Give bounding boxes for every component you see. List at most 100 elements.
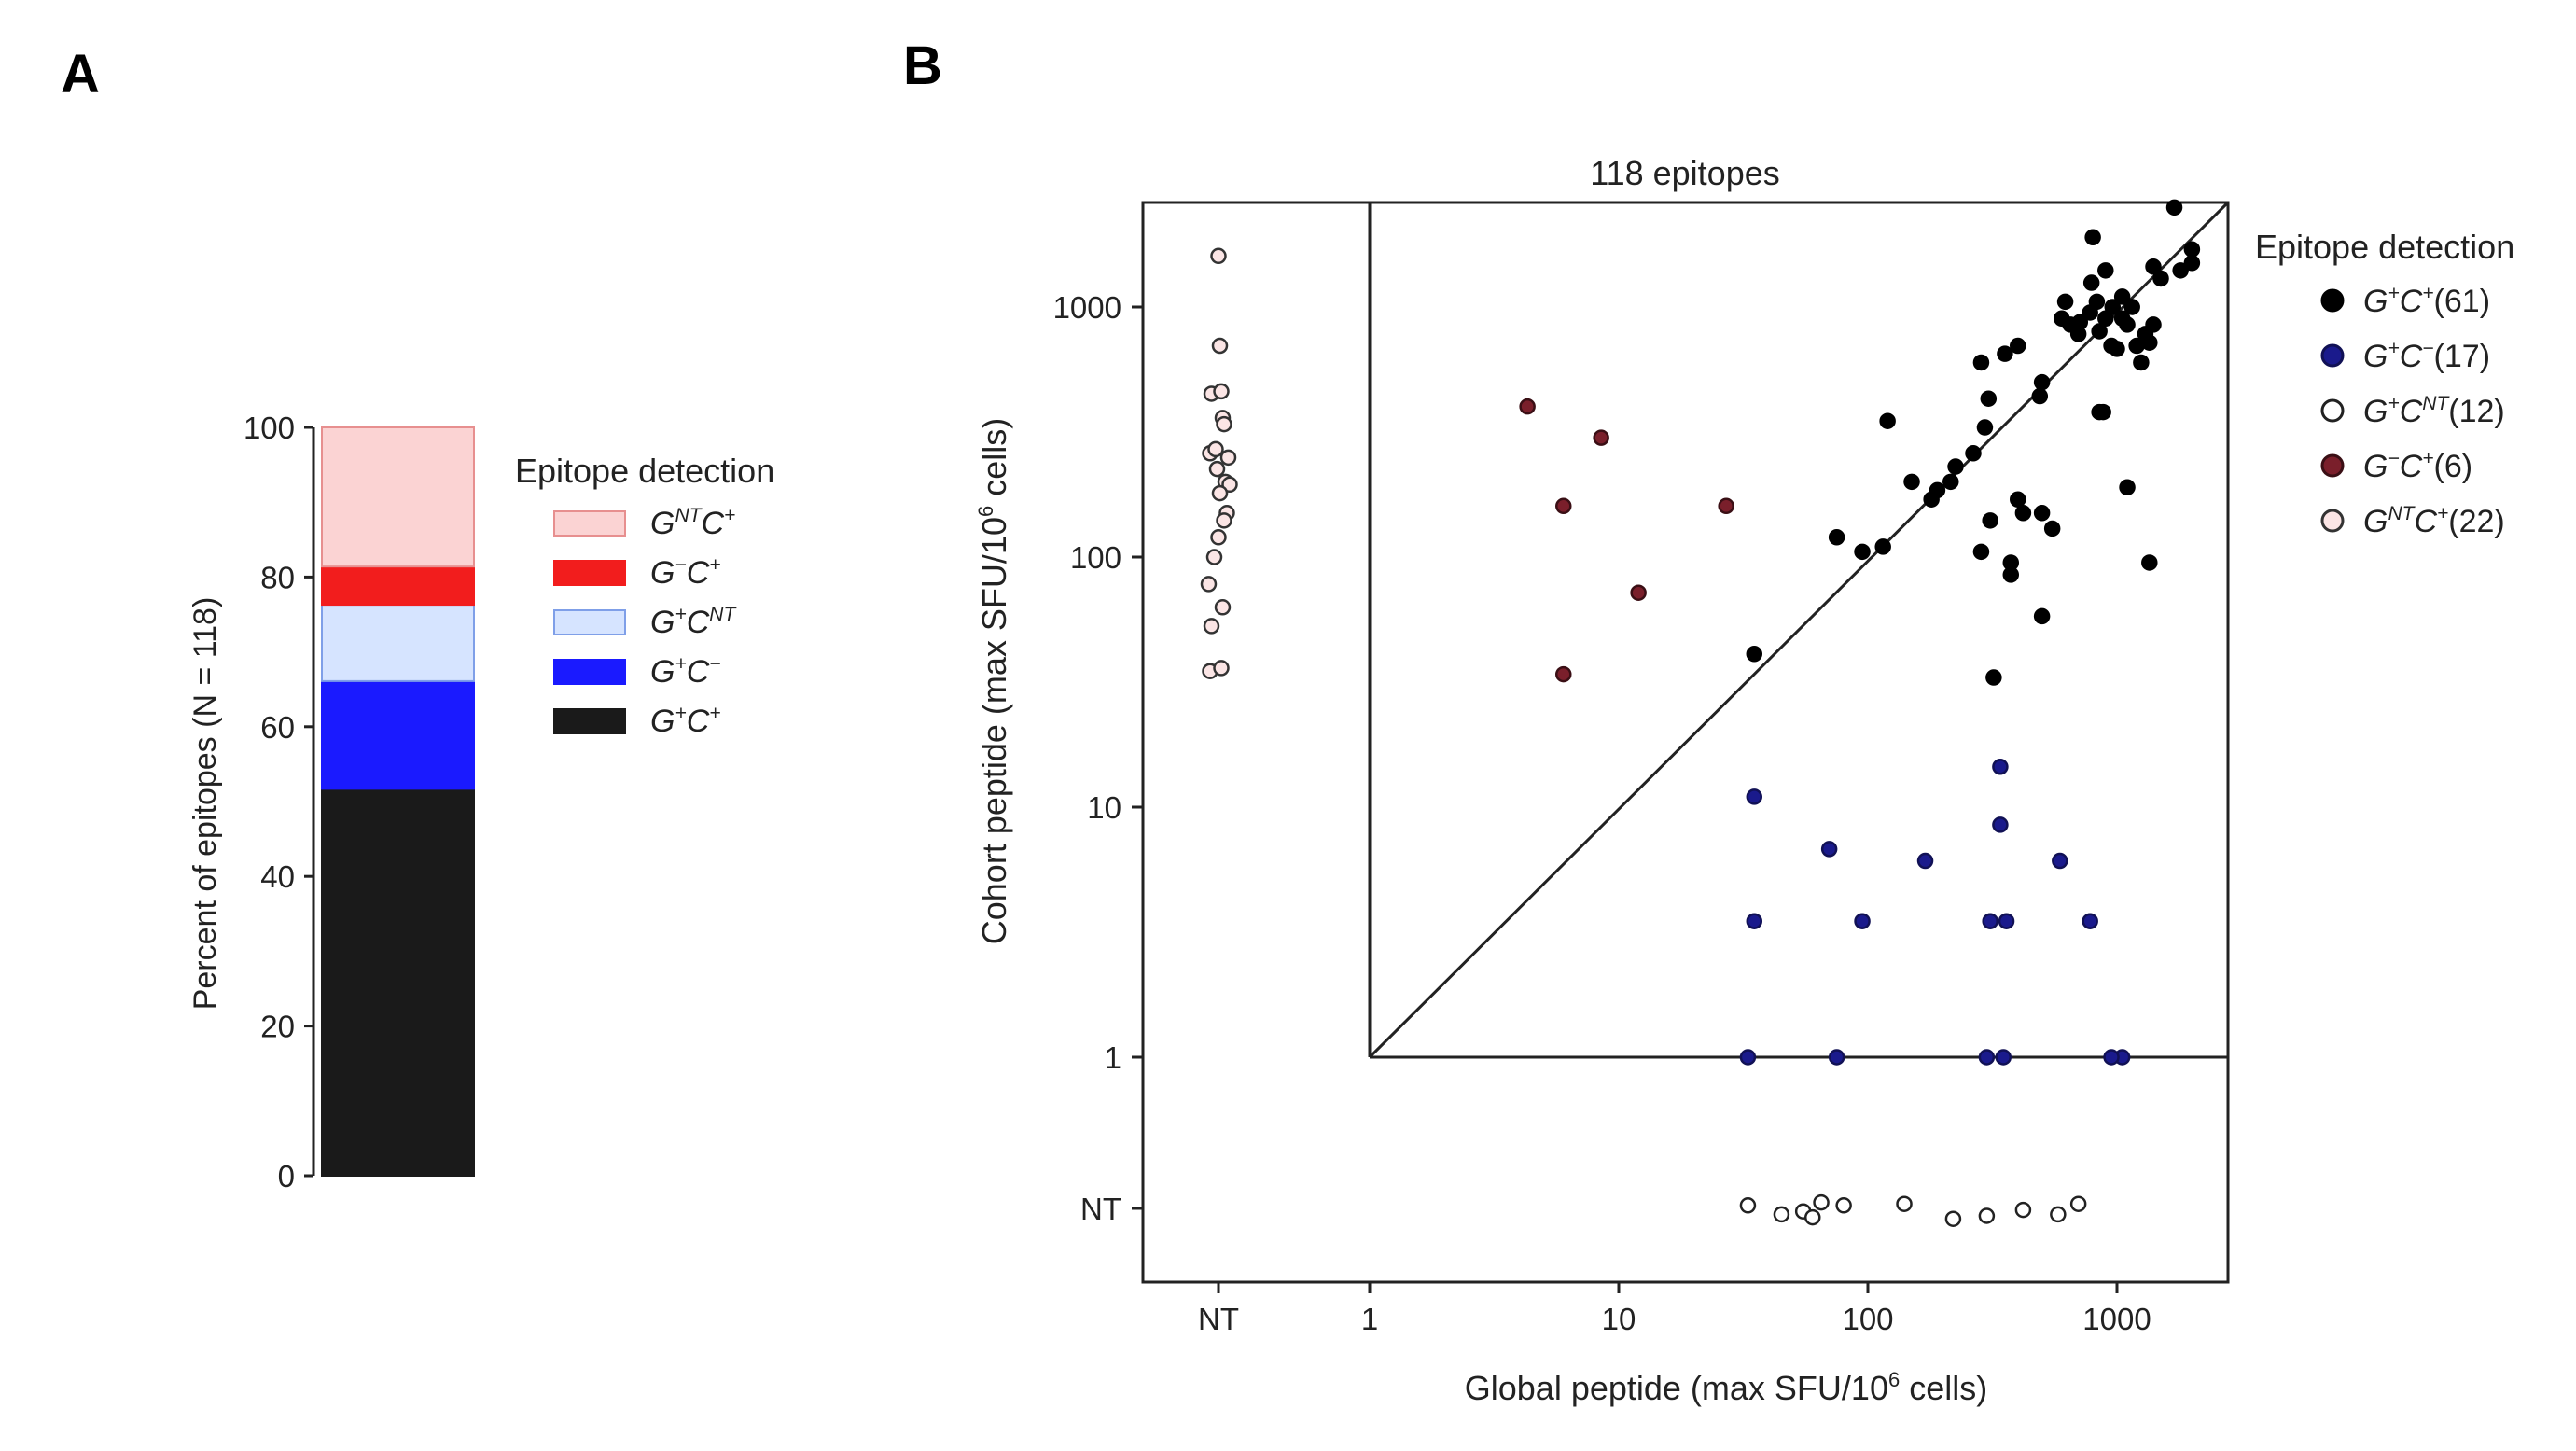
a-ytick-label: 60: [260, 710, 295, 745]
point-series-3: [1630, 584, 1647, 601]
point-series-3: [1593, 429, 1609, 446]
point-series-4: [1207, 440, 1224, 458]
b-x-label-main: Global peptide (max SFU/10: [1465, 1369, 1888, 1407]
b-x-axis-label: Global peptide (max SFU/106 cells): [1465, 1368, 1987, 1407]
point-series-2: [1813, 1193, 1830, 1211]
point-series-1: [2082, 913, 2098, 929]
b-legend-label-1-c: C: [2400, 339, 2423, 374]
b-y-axis-label: Cohort peptide (max SFU/106 cells): [974, 418, 1013, 944]
point-series-0: [2119, 479, 2136, 496]
b-legend-label-3-sup1: −: [2388, 448, 2399, 469]
point-series-1: [1739, 1049, 1757, 1066]
b-legend-label-1-sup2: −: [2422, 338, 2433, 359]
b-y-label-main: Cohort peptide (max SFU/10: [975, 517, 1013, 944]
point-series-0: [2082, 274, 2100, 291]
a-legend-label-3-sup2: −: [709, 653, 720, 675]
point-series-0: [2071, 314, 2089, 330]
point-series-0: [2141, 334, 2158, 351]
b-diagonal-line: [1368, 201, 2230, 1059]
b-legend-label-3-c: C: [2400, 449, 2423, 484]
b-legend-label-1-sup1: +: [2388, 338, 2399, 359]
b-xtick-label: 100: [1842, 1302, 1893, 1336]
b-legend-label-2-count: (12): [2448, 394, 2504, 429]
point-series-1: [2052, 852, 2068, 870]
b-xtick-label: 10: [1602, 1302, 1636, 1336]
point-series-4: [1216, 415, 1232, 433]
a-legend-label-4-sup1: +: [675, 703, 686, 724]
a-legend-label-3-c: C: [687, 654, 710, 690]
b-legend-label-0-count: (61): [2434, 284, 2490, 319]
b-legend-label-4-count: (22): [2448, 504, 2504, 539]
a-legend-label-3-sup1: +: [675, 653, 686, 675]
b-legend: G+C+(61)G+C−(17)G+CNT(12)G−C+(6)GNTC+(22…: [2320, 283, 2505, 539]
panel-label-b: B: [903, 35, 942, 96]
scatter-chart: 118 epitopes NT 1 10 100 1000 NT 1 10 100 1000 G…: [974, 154, 2514, 1407]
b-ytick-label: 1000: [1053, 290, 1121, 325]
point-series-0: [1942, 473, 1959, 491]
panel-label-a: A: [61, 44, 100, 105]
point-series-0: [1972, 543, 1990, 561]
point-series-0: [1854, 543, 1871, 561]
a-ytick-label: 40: [260, 859, 295, 894]
point-series-1: [1992, 759, 2009, 775]
a-legend-label-0-sup2: +: [724, 505, 735, 526]
a-legend-swatch: [553, 560, 626, 586]
b-legend-label-0-c: C: [2400, 284, 2423, 319]
point-series-2: [1835, 1197, 1852, 1214]
point-series-0: [2033, 607, 2051, 625]
a-legend-label-4-c: C: [687, 704, 710, 739]
point-series-0: [2119, 316, 2136, 333]
a-y-axis-label: Percent of epitopes (N = 118): [188, 597, 223, 1011]
point-series-1: [1916, 852, 1934, 870]
point-series-2: [2069, 1195, 2087, 1212]
point-series-1: [1978, 1049, 1996, 1066]
point-series-1: [1982, 913, 1998, 929]
a-ytick-label: 0: [278, 1159, 295, 1193]
b-legend-label-4: GNTC+(22): [2363, 503, 2505, 539]
point-series-1: [1828, 1049, 1845, 1066]
a-legend-label-1: G−C+: [650, 554, 721, 591]
b-legend-label-1: G+C−(17): [2363, 338, 2490, 374]
a-legend-label-1-c: C: [687, 555, 710, 591]
point-series-1: [1746, 788, 1763, 805]
b-legend-marker: [2320, 453, 2345, 478]
point-series-0: [2091, 403, 2108, 421]
point-series-0: [1903, 473, 1920, 491]
b-xtick-label: 1: [1361, 1302, 1378, 1336]
point-series-1: [1992, 816, 2009, 833]
point-series-2: [2014, 1201, 2032, 1219]
a-ytick-label: 80: [260, 560, 295, 594]
point-series-0: [2123, 299, 2140, 315]
point-series-2: [1804, 1208, 1821, 1226]
point-series-0: [2010, 337, 2026, 355]
point-series-4: [1219, 449, 1237, 467]
point-series-0: [2183, 255, 2201, 272]
a-legend-label-0-c: C: [701, 506, 724, 541]
point-series-0: [1982, 512, 1998, 529]
bar-segment-1: [321, 679, 475, 790]
point-series-4: [1216, 512, 1232, 529]
b-legend-marker: [2320, 509, 2345, 533]
point-series-0: [2084, 229, 2101, 246]
b-legend-label-4-sup2: +: [2437, 503, 2448, 524]
b-legend-label-2-g: G: [2363, 394, 2388, 429]
point-series-0: [1965, 445, 1982, 462]
point-series-2: [1773, 1206, 1790, 1223]
bar-segment-4: [321, 426, 475, 568]
point-series-0: [2031, 387, 2049, 405]
b-y-label-tail: cells): [975, 418, 1013, 506]
a-legend-swatch: [553, 659, 626, 685]
a-legend-label-0: GNTC+: [650, 505, 735, 541]
b-points: [1200, 199, 2201, 1227]
b-legend-label-2-sup2: NT: [2422, 393, 2450, 414]
b-ytick-label: NT: [1080, 1192, 1121, 1226]
point-series-3: [1555, 497, 1572, 515]
a-legend-title: Epitope detection: [515, 452, 774, 490]
point-series-0: [2043, 520, 2061, 537]
point-series-0: [2152, 270, 2169, 287]
b-legend-title: Epitope detection: [2255, 228, 2514, 266]
point-series-0: [2145, 258, 2162, 275]
point-series-0: [1828, 529, 1845, 546]
b-xtick-label: 1000: [2082, 1302, 2151, 1336]
